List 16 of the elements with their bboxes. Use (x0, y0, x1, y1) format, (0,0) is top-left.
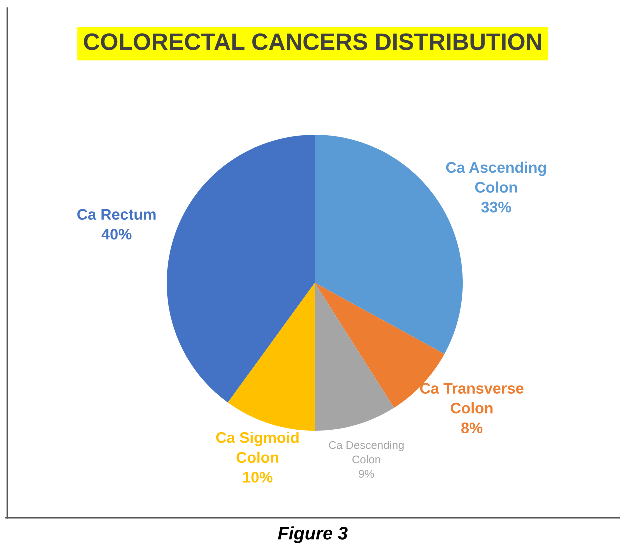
pie-slice (315, 283, 445, 408)
data-label: 9% (359, 470, 374, 478)
data-label: 8% (462, 422, 483, 434)
slice-label: Ca Rectum (78, 209, 156, 220)
caption: Figure 3 (278, 526, 348, 544)
pie-slice (315, 283, 394, 431)
data-label: 10% (244, 472, 273, 483)
pie-slice (228, 283, 315, 431)
slice-label: Ca Sigmoid Colon (216, 432, 299, 464)
slice-label: Ca Transverse Colon (420, 383, 524, 414)
slice-label: Ca Descending Colon (329, 441, 404, 464)
data-label: 33% (482, 202, 512, 213)
slice-label: Ca Ascending Colon (446, 162, 546, 193)
data-label: 40% (102, 229, 132, 240)
pie-slice (167, 135, 315, 403)
chart-title: COLORECTAL CANCERS DISTRIBUTION (84, 34, 542, 50)
